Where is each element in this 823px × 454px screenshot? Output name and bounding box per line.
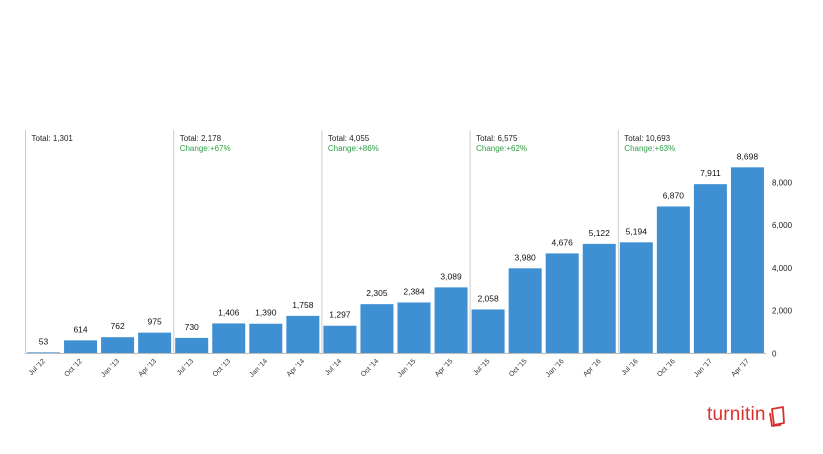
x-tick-label: Apr '13 [138,358,159,379]
bar [656,206,690,354]
bar [360,304,394,354]
period-total-label: Total: 6,575 [476,134,518,143]
period-total-label: Total: 1,301 [32,134,74,143]
x-tick-label: Apr '17 [730,358,751,379]
bar-value-label: 6,870 [663,190,685,200]
bar-value-label: 2,384 [403,286,425,296]
bar [508,268,542,354]
turnitin-logo: turnitin [707,404,788,428]
bar [471,309,505,354]
bar [323,325,357,354]
bar-value-label: 2,305 [366,288,388,298]
bar-value-label: 762 [111,321,125,331]
period-change-label: Change:+63% [624,144,675,153]
bar-value-label: 2,058 [477,293,499,303]
x-tick-label: Jan '15 [397,358,418,379]
x-tick-label: Jul '16 [621,358,640,377]
x-tick-label: Jul '12 [28,358,47,377]
bar-value-label: 1,390 [255,308,277,318]
x-tick-label: Jul '14 [324,358,343,377]
logo-wordmark: turnitin [707,404,766,425]
bar-value-label: 975 [148,317,162,327]
bar [545,253,579,354]
bar [693,184,727,354]
bar [212,323,246,354]
turnitin-mark-icon [768,406,785,427]
x-tick-label: Oct '14 [360,358,381,379]
period-change-label: Change:+86% [328,144,379,153]
bar [619,242,653,354]
y-tick-label: 2,000 [772,307,793,316]
bar-value-label: 5,122 [589,228,611,238]
x-tick-label: Oct '16 [656,358,677,379]
bar [138,332,172,354]
x-tick-label: Jan '14 [248,358,269,379]
bar-value-label: 3,980 [515,252,537,262]
x-tick-label: Jul '15 [472,358,491,377]
bar [730,167,764,354]
bar-value-label: 730 [185,322,199,332]
x-tick-label: Apr '15 [434,358,455,379]
bar-value-label: 7,911 [700,168,721,178]
x-tick-label: Jul '13 [176,358,195,377]
period-change-label: Change:+62% [476,144,527,153]
bar [27,352,60,354]
bar [286,315,320,354]
bar [249,323,283,354]
y-tick-label: 0 [772,350,777,359]
bar-value-label: 4,676 [552,237,574,247]
bar-value-label: 5,194 [626,226,648,236]
y-tick-label: 8,000 [772,178,793,187]
x-tick-label: Oct '12 [63,358,84,379]
bar [64,340,98,354]
period-total-label: Total: 4,055 [328,134,370,143]
x-tick-label: Jan '16 [545,358,566,379]
x-tick-label: Apr '14 [286,358,307,379]
period-change-label: Change:+67% [180,144,231,153]
x-tick-label: Jan '17 [693,358,714,379]
bar-value-label: 3,089 [440,271,462,281]
bar [582,243,616,354]
bar-value-label: 1,758 [292,300,314,310]
x-tick-label: Jan '13 [100,358,121,379]
bar [101,337,135,354]
bar [434,287,468,354]
bar-value-label: 53 [39,336,49,346]
bar-value-label: 1,297 [329,310,351,320]
x-tick-label: Apr '16 [582,358,603,379]
bar-value-label: 8,698 [737,151,759,161]
bar-value-label: 614 [73,324,87,334]
x-tick-label: Oct '15 [508,358,529,379]
y-tick-label: 4,000 [772,264,793,273]
period-total-label: Total: 10,693 [624,134,670,143]
bar [175,337,209,354]
period-total-label: Total: 2,178 [180,134,222,143]
x-tick-label: Oct '13 [212,358,233,379]
y-tick-label: 6,000 [772,221,793,230]
bar-value-label: 1,406 [218,307,240,317]
bar [397,302,431,354]
